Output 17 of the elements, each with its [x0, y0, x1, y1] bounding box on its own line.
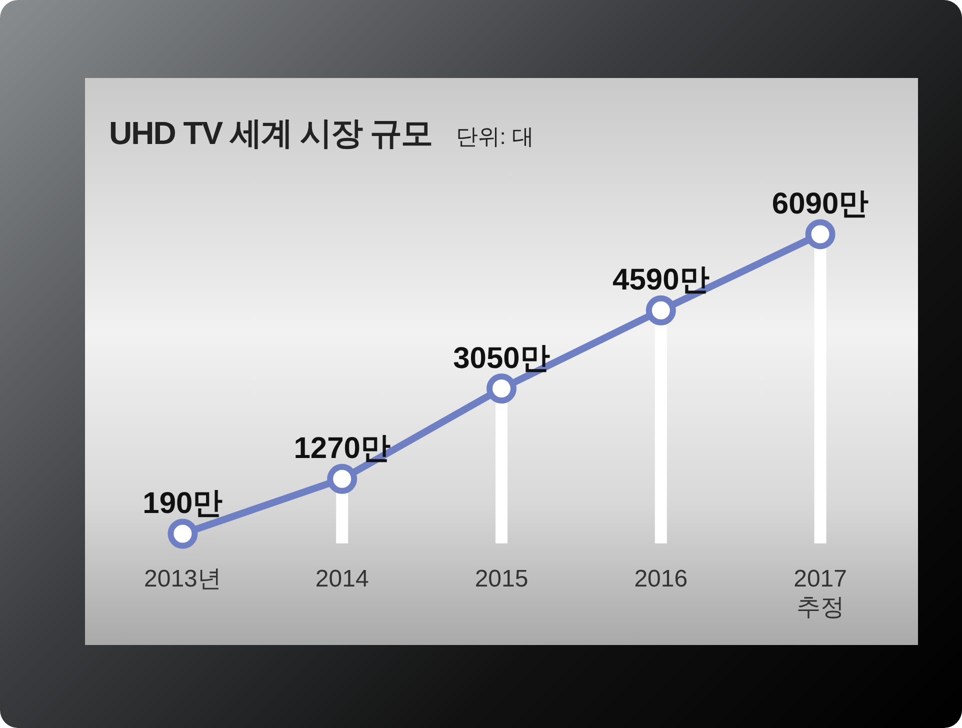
data-label: 6090만: [772, 187, 869, 220]
point: [486, 374, 516, 404]
point: [327, 464, 358, 494]
data-label: 1270만: [294, 432, 390, 466]
chart-title: UHD TV 세계 시장 규모: [109, 114, 432, 153]
x-tick-label: 2016: [634, 565, 688, 592]
data-label: 3050만: [453, 342, 550, 375]
x-tick-label: 2013년: [144, 565, 222, 592]
data-label: 190만: [142, 487, 223, 520]
x-tick-label: 2015: [474, 565, 528, 592]
point: [168, 518, 198, 549]
x-tick-label: 2014: [315, 565, 369, 592]
x-tick-label: 2017 추정: [794, 565, 847, 622]
chart-subtitle: 단위: 대: [456, 123, 534, 151]
point: [646, 295, 676, 326]
point: [805, 219, 836, 250]
data-label: 4590만: [612, 264, 710, 297]
